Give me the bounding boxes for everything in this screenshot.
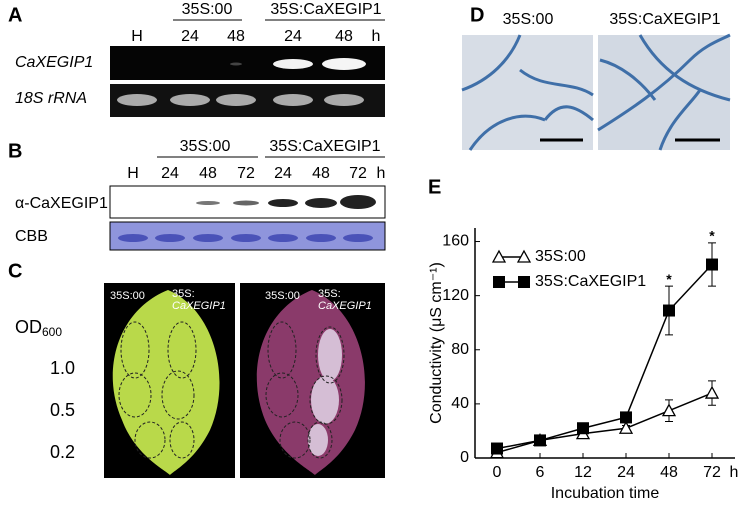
lane-label: 48 (199, 165, 217, 182)
marker (534, 434, 546, 447)
panel-label: E (428, 176, 441, 198)
marker (706, 258, 718, 271)
leaf (112, 290, 220, 475)
row-label: 18S rRNA (15, 90, 87, 107)
lane-label: 24 (274, 165, 292, 182)
group-label: 35S:00 (180, 138, 231, 155)
row-label: CaXEGIP1 (15, 54, 93, 71)
marker (518, 276, 530, 288)
y-tick-label: 120 (442, 287, 469, 304)
series-line (496, 264, 713, 450)
od-text: OD (15, 317, 42, 337)
significance-mark: * (709, 228, 715, 244)
lane-label: 24 (181, 28, 199, 45)
chart: 0 40 80 120 160 0 6 12 24 48 72 h Incubation time Con… (428, 228, 738, 503)
x-tick-label: 48 (660, 464, 678, 481)
infiltration-zones (118, 321, 197, 459)
lane-label: 48 (227, 28, 245, 45)
legend-label: 35S:00 (535, 248, 586, 265)
veins (597, 33, 731, 151)
leaf-label: 35S:00 (110, 290, 145, 302)
unit-label: h (377, 165, 386, 182)
leaf-label: CaXEGIP1 (172, 300, 226, 312)
od-label: OD600 (15, 317, 62, 339)
gel-bands (117, 58, 366, 106)
lane-label: 48 (335, 28, 353, 45)
panel-label: B (8, 140, 22, 162)
marker (618, 420, 634, 434)
od-level: 1.0 (50, 358, 75, 378)
image-label: 35S:00 (503, 11, 554, 28)
od-subscript: 600 (42, 325, 62, 339)
row-label: CBB (15, 228, 48, 245)
lane-label: H (131, 28, 143, 45)
leaf-label: 35S:00 (265, 290, 300, 302)
lane-label: 24 (161, 165, 179, 182)
x-tick-label: 12 (574, 464, 592, 481)
veins (461, 34, 594, 151)
leaf-label: 35S: (318, 288, 341, 300)
group-label: 35S:00 (182, 1, 233, 18)
panel-label: D (470, 4, 484, 26)
x-axis-label: Incubation time (551, 485, 660, 502)
leaf-label: 35S: (172, 288, 195, 300)
x-tick-label: 6 (536, 464, 545, 481)
group-label: 35S:CaXEGIP1 (270, 1, 381, 18)
image-label: 35S:CaXEGIP1 (609, 11, 720, 28)
fluorescent-zones (308, 329, 342, 456)
x-tick-label: 24 (617, 464, 635, 481)
group-label: 35S:CaXEGIP1 (269, 138, 380, 155)
x-unit: h (730, 464, 739, 481)
lane-label: 72 (237, 165, 255, 182)
panel-label: A (8, 4, 22, 26)
marker (663, 304, 675, 317)
lane-label: 48 (312, 165, 330, 182)
row-label: α-CaXEGIP1 (15, 195, 108, 212)
cbb-bands (118, 234, 373, 242)
marker (577, 422, 589, 435)
y-tick-label: 0 (460, 449, 469, 466)
y-tick-label: 80 (451, 341, 469, 358)
y-axis-label: Conductivity (μS cm⁻¹) (428, 262, 445, 424)
x-tick-label: 72 (703, 464, 721, 481)
y-tick-label: 40 (451, 395, 469, 412)
od-level: 0.2 (50, 442, 75, 462)
blot-bands (196, 195, 376, 209)
unit-label: h (372, 28, 381, 45)
lane-label: 72 (349, 165, 367, 182)
marker (704, 385, 720, 399)
marker (493, 276, 505, 288)
significance-mark: * (666, 271, 672, 287)
micrograph (462, 35, 593, 150)
panel-label: C (8, 260, 22, 282)
marker (516, 249, 532, 263)
marker (620, 411, 632, 424)
lane-label: H (127, 165, 139, 182)
y-tick-label: 160 (442, 233, 469, 250)
marker (661, 403, 677, 417)
od-level: 0.5 (50, 400, 75, 420)
lane-label: 24 (284, 28, 302, 45)
infiltration-zones (265, 321, 345, 459)
marker (491, 442, 503, 455)
leaf-label: CaXEGIP1 (318, 300, 372, 312)
x-tick-label: 0 (493, 464, 502, 481)
legend-label: 35S:CaXEGIP1 (535, 273, 646, 290)
marker (491, 249, 507, 263)
